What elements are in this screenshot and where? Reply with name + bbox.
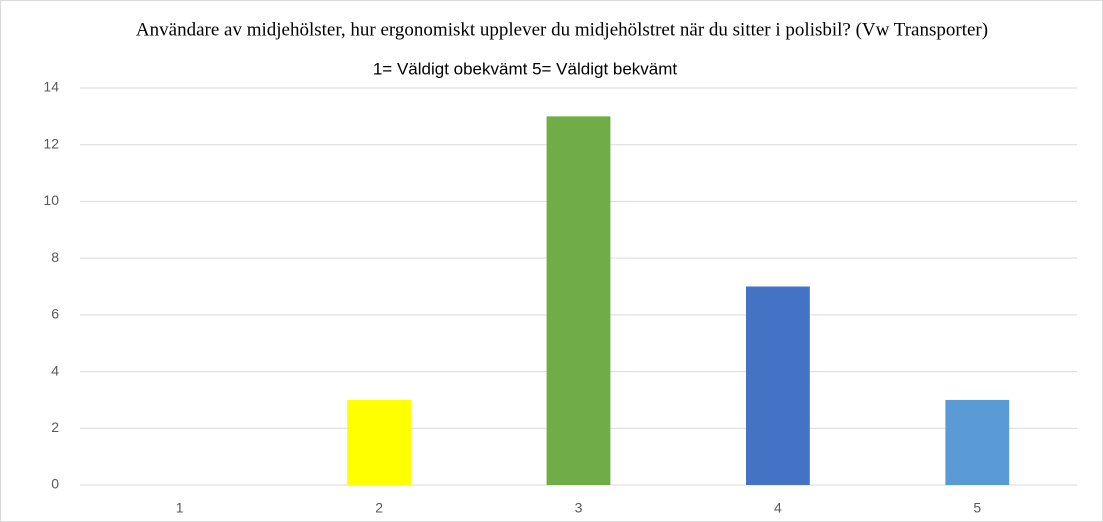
y-tick-label: 4 [51, 362, 59, 378]
x-tick-label: 4 [774, 500, 782, 516]
x-tick-label: 3 [575, 500, 583, 516]
bar [546, 116, 611, 485]
x-tick-label: 1 [176, 500, 184, 516]
chart-title: Användare av midjehölster, hur ergonomis… [136, 19, 988, 40]
chart-subtitle: 1= Väldigt obekvämt 5= Väldigt bekvämt [373, 59, 678, 78]
y-tick-label: 12 [43, 135, 59, 151]
bar [347, 399, 412, 485]
y-tick-label: 10 [43, 192, 59, 208]
y-tick-label: 2 [51, 419, 59, 435]
x-tick-label: 5 [973, 500, 981, 516]
bar [745, 286, 810, 485]
x-tick-label: 2 [375, 500, 383, 516]
y-tick-label: 8 [51, 249, 59, 265]
y-tick-label: 0 [51, 476, 59, 492]
bar [945, 399, 1010, 485]
y-tick-label: 6 [51, 306, 59, 322]
y-tick-label: 14 [43, 79, 59, 95]
